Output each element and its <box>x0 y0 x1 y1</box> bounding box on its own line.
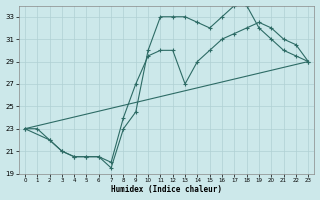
X-axis label: Humidex (Indice chaleur): Humidex (Indice chaleur) <box>111 185 222 194</box>
